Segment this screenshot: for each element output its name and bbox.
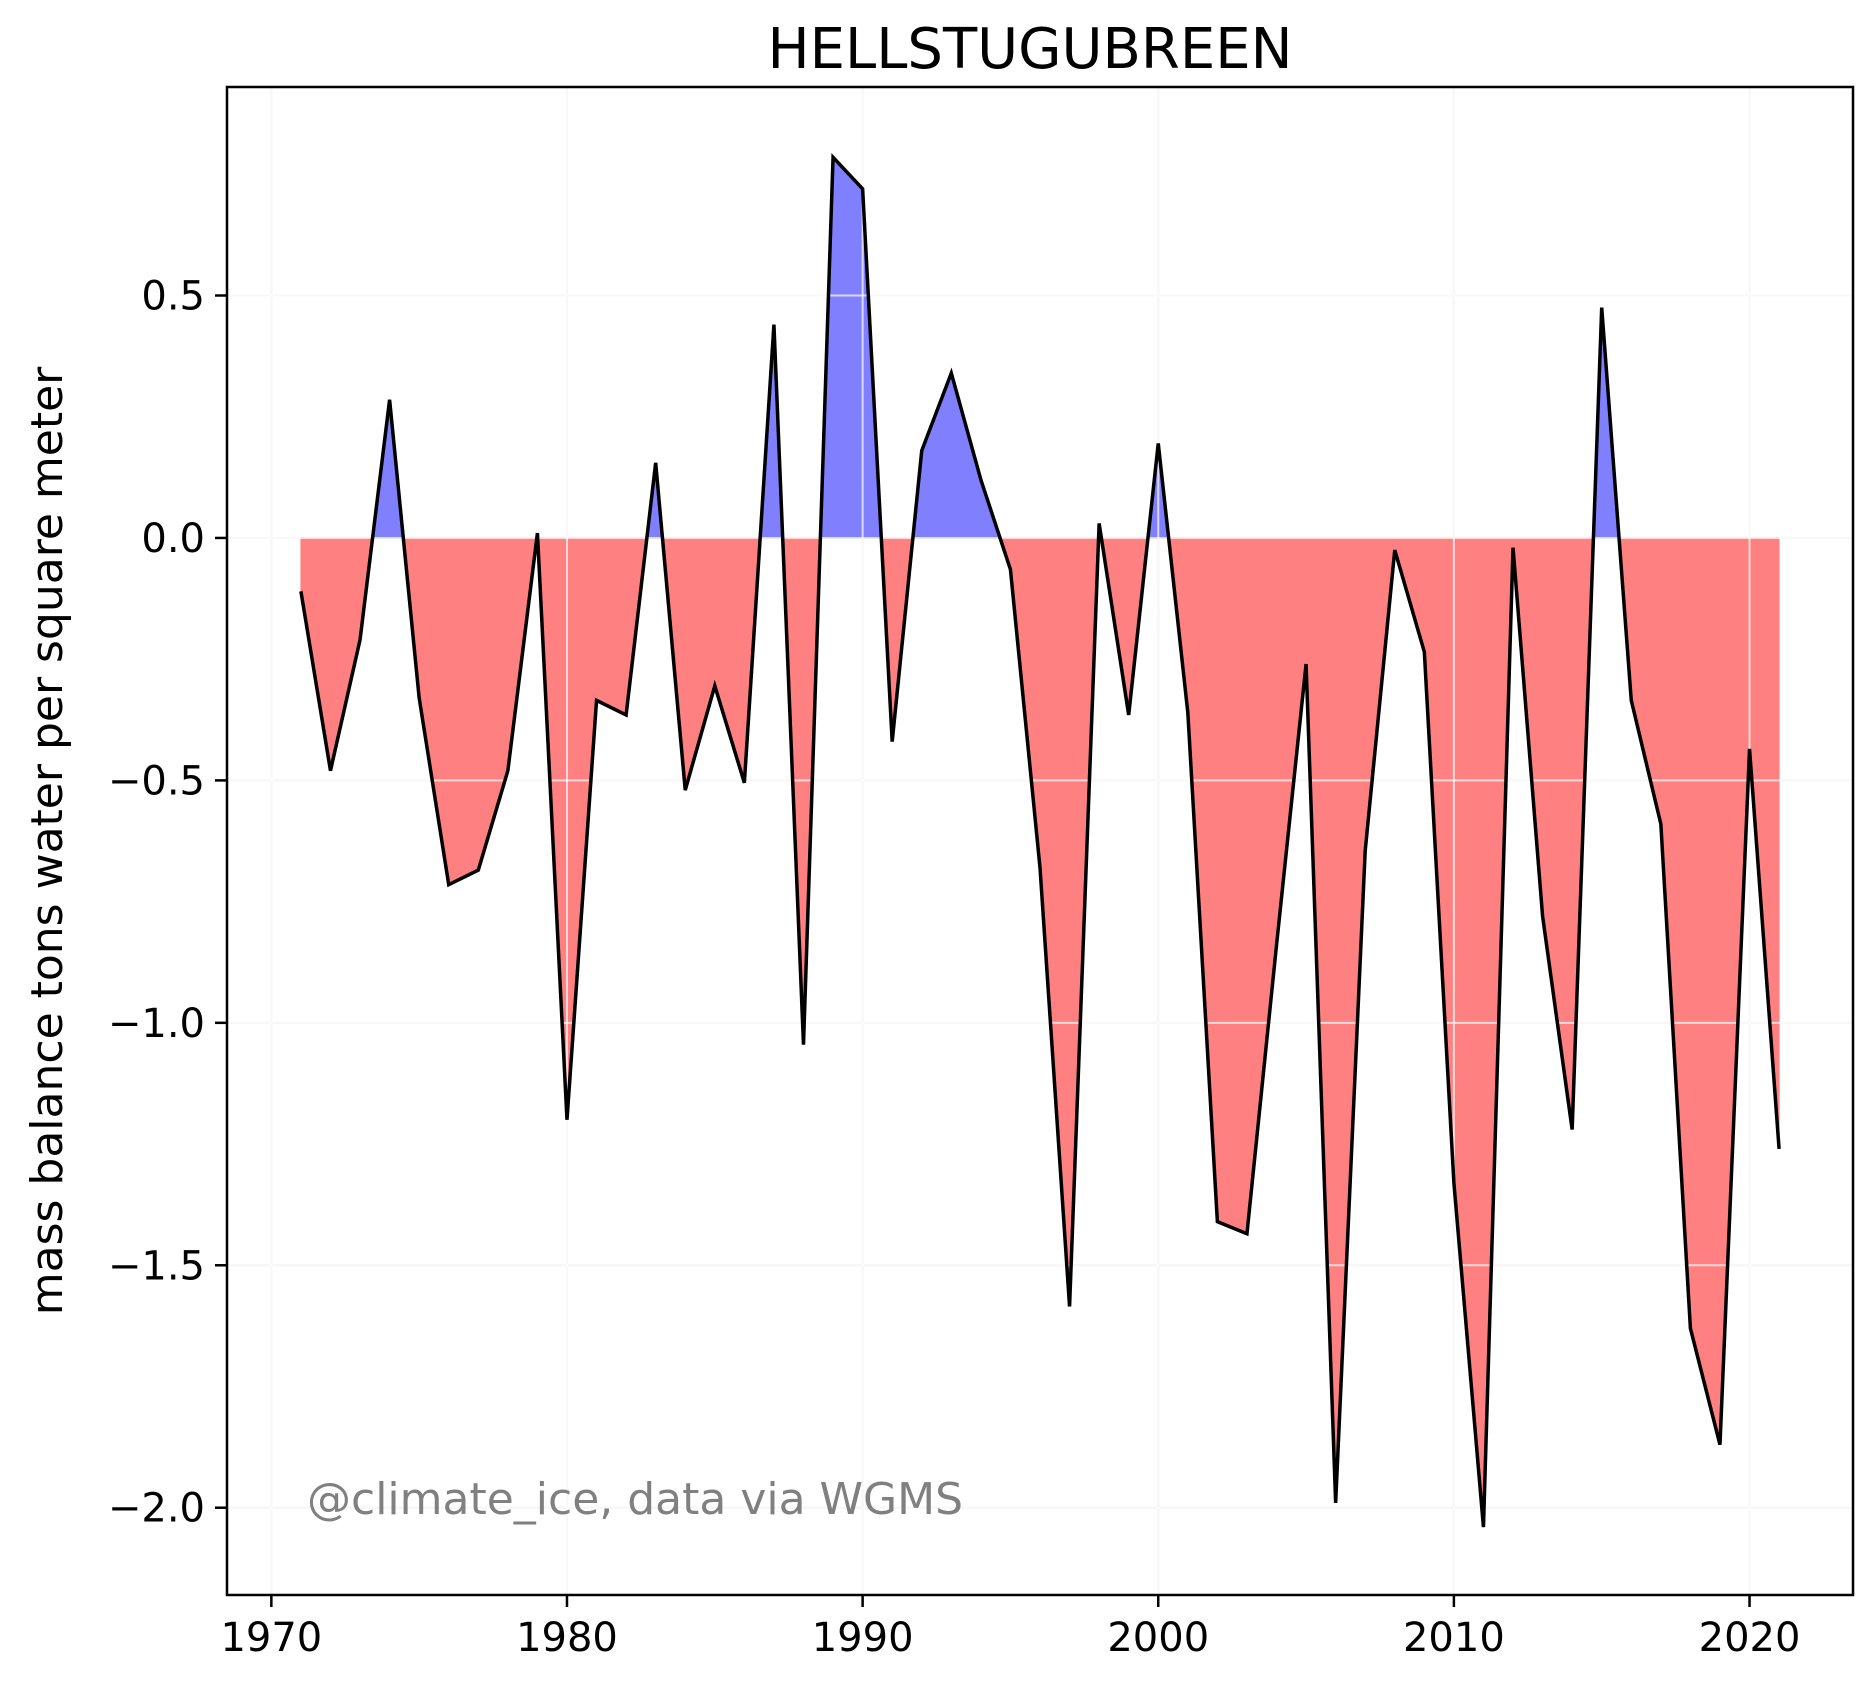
data-point [1452,1181,1456,1185]
y-tick-label: 0.0 [141,516,205,562]
x-tick-label: 1990 [812,1615,914,1661]
y-axis: 0.5 0.0 −0.5 −1.0 −1.5 −2.0 [108,274,227,1532]
data-point [1511,546,1515,550]
y-tick-label: −1.0 [108,1001,205,1047]
data-point [299,589,303,593]
data-point [1688,1326,1692,1330]
source-annotation: @climate_ice, data via WGMS [307,1474,963,1525]
data-point [1570,1128,1574,1132]
data-point [1215,1220,1219,1224]
x-axis: 1970 1980 1990 2000 2010 2020 [220,1595,1800,1661]
data-point [1127,713,1131,717]
data-point [979,478,983,482]
plot-frame [225,85,1855,1597]
data-point [1038,866,1042,870]
data-point [713,684,717,688]
data-point [595,698,599,702]
x-tick-label: 1970 [220,1615,322,1661]
data-point [654,461,658,465]
data-point [476,868,480,872]
y-tick-label: −0.5 [108,758,205,804]
data-point [831,155,835,159]
data-point [1186,711,1190,715]
series-line-group [299,153,1781,1528]
data-point [447,883,451,887]
data-point [861,187,865,191]
data-point [742,781,746,785]
data-point [1097,521,1101,525]
data-point [1481,1525,1485,1529]
data-point [1718,1443,1722,1447]
filled-areas [300,156,1780,1528]
y-axis-label: mass balance tons water per square meter [22,366,73,1315]
data-point [949,371,953,375]
data-point [1304,662,1308,666]
data-point [1245,1232,1249,1236]
data-point [772,323,776,327]
data-point [535,531,539,535]
x-tick-label: 1980 [516,1615,618,1661]
data-point [417,696,421,700]
data-point [1393,548,1397,552]
data-point [1363,849,1367,853]
data-point [1748,747,1752,751]
data-point [920,449,924,453]
y-tick-label: −2.0 [108,1486,205,1532]
data-point [624,713,628,717]
data-point [358,638,362,642]
data-point [801,1043,805,1047]
data-point [1777,1147,1781,1151]
data-point [1008,567,1012,571]
x-tick-label: 2010 [1403,1615,1505,1661]
x-tick-label: 2000 [1107,1615,1209,1661]
y-tick-label: 0.5 [141,274,205,320]
data-point [1541,914,1545,918]
data-point [1334,1501,1338,1505]
data-point [506,769,510,773]
chart-title: HELLSTUGUBREEN [768,17,1293,82]
data-point [328,769,332,773]
positive-balance-area [372,156,1620,539]
y-tick-label: −1.5 [108,1243,205,1289]
data-point [1422,650,1426,654]
data-point [1275,943,1279,947]
x-tick-label: 2020 [1699,1615,1801,1661]
grid-overlay [227,87,1853,1595]
data-point [1629,698,1633,702]
data-point [565,1118,569,1122]
data-point [388,398,392,402]
series-line [299,153,1781,1528]
data-point [1156,441,1160,445]
data-point [683,788,687,792]
data-point [1659,822,1663,826]
data-point [1600,306,1604,310]
data-point [1068,1304,1072,1308]
data-point [890,740,894,744]
